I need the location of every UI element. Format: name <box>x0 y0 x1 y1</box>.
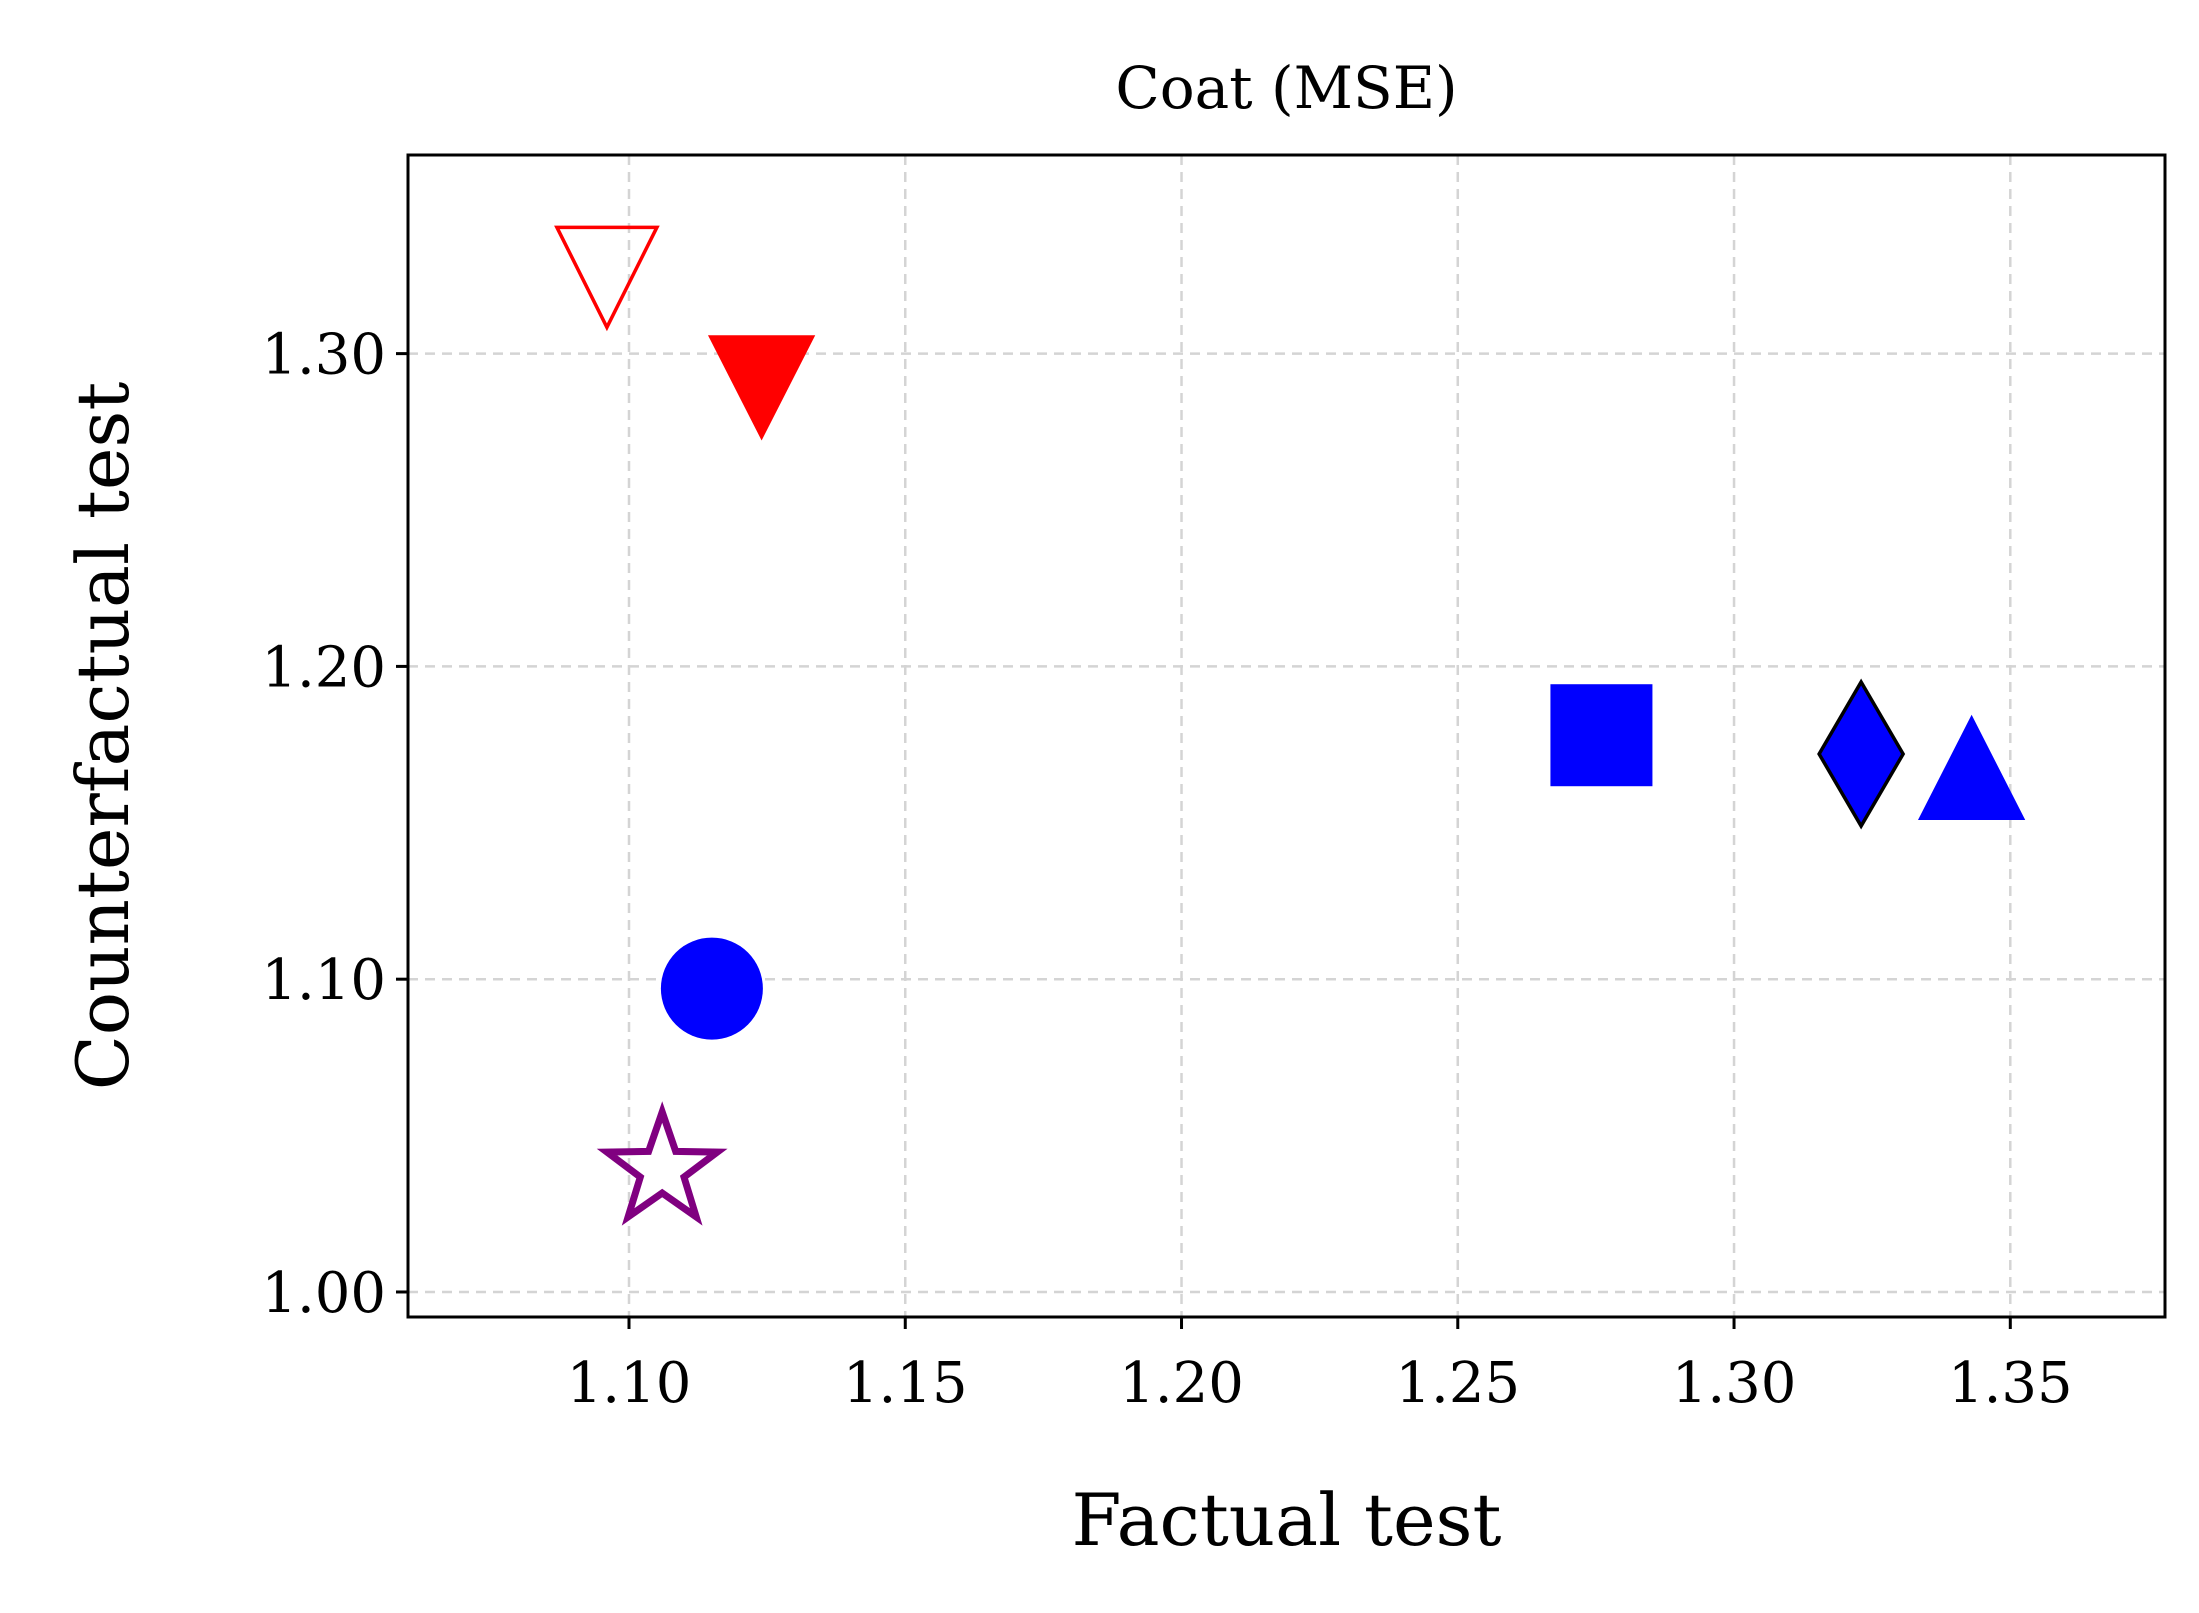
y-axis-label: Counterfactual test <box>61 382 145 1091</box>
y-tick-label: 1.30 <box>261 323 386 388</box>
y-tick-label: 1.20 <box>261 635 386 700</box>
data-point-triangle-down <box>707 335 816 441</box>
data-point-triangle-down-open <box>554 225 660 332</box>
data-point-diamond <box>1817 678 1906 830</box>
x-tick-label: 1.10 <box>567 1351 692 1416</box>
x-axis-label: Factual test <box>1072 1478 1502 1562</box>
data-points <box>554 225 2026 1226</box>
data-point-triangle-up <box>1917 714 2026 821</box>
x-tick-label: 1.35 <box>1948 1351 2073 1416</box>
y-tick-label: 1.00 <box>261 1261 386 1326</box>
y-tick-label: 1.10 <box>261 948 386 1013</box>
x-tick-label: 1.20 <box>1119 1351 1244 1416</box>
data-point-square <box>1550 684 1653 787</box>
axis-ticks: 1.10 1.15 1.20 1.25 1.30 1.35 1.00 1.10 1.20 1.30 <box>261 323 2072 1416</box>
data-point-star-open <box>596 1101 728 1226</box>
grid-lines <box>408 155 2165 1317</box>
chart-title: Coat (MSE) <box>1115 54 1457 122</box>
x-tick-label: 1.25 <box>1395 1351 1520 1416</box>
x-tick-label: 1.30 <box>1672 1351 1797 1416</box>
data-point-circle <box>660 937 763 1040</box>
x-tick-label: 1.15 <box>843 1351 968 1416</box>
plot-frame <box>406 153 2167 1319</box>
